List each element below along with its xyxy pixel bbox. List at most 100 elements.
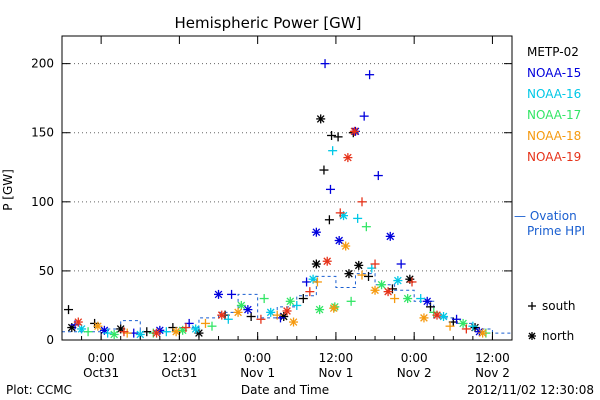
marker-stroke bbox=[279, 312, 288, 321]
marker-stroke bbox=[439, 312, 448, 321]
data-point-north bbox=[282, 306, 292, 316]
marker-stroke bbox=[266, 308, 275, 317]
x-axis-label: Date and Time bbox=[241, 383, 329, 397]
data-point-north bbox=[236, 300, 246, 310]
data-point-north bbox=[109, 329, 119, 339]
data-point-south bbox=[328, 146, 338, 156]
marker-stroke bbox=[110, 330, 119, 339]
marker-stroke bbox=[77, 325, 86, 333]
data-point-south bbox=[461, 324, 471, 334]
marker-stroke bbox=[475, 327, 484, 336]
legend-entry: NOAA-19 bbox=[527, 150, 581, 164]
plot-credit: Plot: CCMC bbox=[6, 383, 72, 397]
data-point-south bbox=[103, 328, 113, 338]
data-point-south bbox=[161, 327, 171, 337]
data-point-south bbox=[227, 289, 237, 299]
x-tick-label: 0:00 bbox=[401, 351, 428, 365]
data-points bbox=[64, 59, 491, 339]
marker-stroke bbox=[371, 286, 379, 295]
data-point-south bbox=[452, 314, 462, 324]
data-point-south bbox=[259, 294, 269, 304]
data-point-north bbox=[73, 317, 83, 327]
marker-stroke bbox=[100, 326, 109, 335]
legend-north-label: north bbox=[542, 329, 574, 343]
data-point-south bbox=[83, 327, 93, 337]
data-point-south bbox=[256, 314, 266, 324]
data-point-north bbox=[403, 294, 413, 304]
data-point-north bbox=[171, 327, 181, 337]
plot-frame bbox=[61, 35, 513, 341]
x-tick-date-label: Nov 1 bbox=[318, 366, 353, 380]
legend-entry: NOAA-18 bbox=[527, 129, 581, 143]
data-point-south bbox=[370, 259, 380, 269]
data-point-north bbox=[393, 276, 403, 286]
data-point-south bbox=[272, 310, 282, 320]
x-tick-date-label: Oct31 bbox=[161, 366, 197, 380]
legend-entry: NOAA-16 bbox=[527, 87, 581, 101]
marker-stroke bbox=[316, 115, 325, 123]
marker-stroke bbox=[341, 242, 350, 250]
marker-stroke bbox=[312, 228, 321, 237]
data-point-north bbox=[214, 289, 224, 299]
marker-stroke bbox=[403, 294, 412, 303]
marker-stroke bbox=[217, 311, 226, 319]
marker-stroke bbox=[323, 257, 332, 266]
data-point-north bbox=[458, 318, 468, 328]
data-point-north bbox=[93, 321, 103, 331]
data-point-north bbox=[349, 126, 359, 136]
data-point-north bbox=[334, 236, 344, 246]
data-point-north bbox=[344, 269, 354, 279]
data-point-south bbox=[223, 314, 233, 324]
data-point-south bbox=[407, 277, 417, 287]
data-point-south bbox=[346, 296, 356, 306]
data-point-north bbox=[377, 280, 387, 290]
data-point-south bbox=[119, 327, 129, 337]
data-point-north bbox=[419, 313, 429, 323]
marker-stroke bbox=[244, 305, 252, 314]
data-point-north bbox=[289, 317, 299, 327]
data-point-south bbox=[373, 171, 383, 181]
marker-stroke bbox=[237, 301, 246, 310]
data-point-north bbox=[329, 303, 339, 313]
data-point-south bbox=[468, 321, 478, 331]
legend-entry: NOAA-15 bbox=[527, 66, 581, 80]
data-point-south bbox=[312, 277, 322, 287]
data-point-north bbox=[285, 296, 295, 306]
legend-entry: NOAA-17 bbox=[527, 108, 581, 122]
data-point-north bbox=[243, 305, 253, 315]
marker-stroke bbox=[386, 232, 395, 241]
data-point-south bbox=[416, 294, 426, 304]
data-point-north bbox=[316, 114, 326, 124]
marker-stroke bbox=[289, 318, 298, 326]
x-tick-label: 0:00 bbox=[244, 351, 271, 365]
y-tick-label: 100 bbox=[31, 195, 54, 209]
data-point-north bbox=[233, 307, 243, 317]
data-point-south bbox=[357, 197, 367, 207]
x-tick-date-label: Nov 2 bbox=[397, 366, 432, 380]
data-point-north bbox=[439, 312, 449, 322]
data-point-south bbox=[361, 222, 371, 232]
data-point-north bbox=[311, 227, 321, 237]
marker-stroke bbox=[420, 314, 428, 322]
data-point-south bbox=[207, 321, 217, 331]
y-tick-label: 0 bbox=[46, 333, 54, 347]
x-tick-date-label: Oct31 bbox=[83, 366, 119, 380]
data-point-north bbox=[354, 260, 364, 270]
legend-entry: METP-02 bbox=[527, 45, 579, 59]
marker-stroke bbox=[94, 322, 102, 331]
marker-stroke bbox=[344, 153, 352, 162]
data-point-south bbox=[364, 271, 374, 281]
marker-stroke bbox=[459, 319, 467, 328]
marker-stroke bbox=[136, 330, 145, 339]
legend-ovation-line2: Prime HPI bbox=[527, 224, 585, 238]
data-point-north bbox=[343, 153, 353, 163]
marker-stroke bbox=[234, 308, 242, 317]
data-point-north bbox=[385, 231, 395, 241]
data-point-north bbox=[341, 241, 351, 251]
x-tick-label: 0:00 bbox=[88, 351, 115, 365]
data-point-south bbox=[292, 300, 302, 310]
y-axis-label: P [GW] bbox=[1, 169, 15, 211]
marker-stroke bbox=[312, 260, 321, 268]
marker-stroke bbox=[433, 311, 441, 319]
